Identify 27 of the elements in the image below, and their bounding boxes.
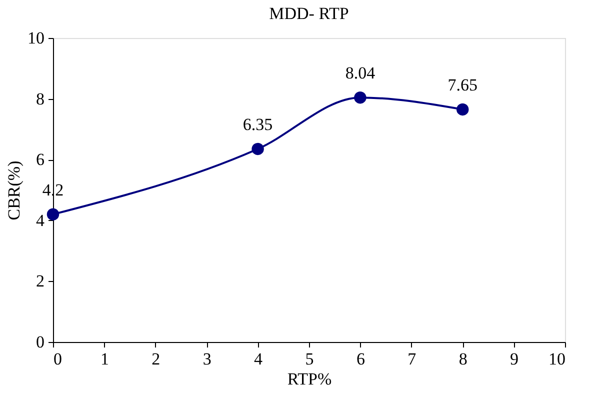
- x-tick-label: 10: [548, 350, 566, 368]
- y-tick-label: 10: [28, 28, 44, 48]
- x-tick-label: 6: [356, 350, 365, 368]
- data-label: 7.65: [448, 75, 478, 94]
- y-tick-label: 2: [36, 272, 44, 291]
- x-tick-label: 8: [458, 350, 468, 368]
- data-label: 8.04: [345, 64, 376, 83]
- x-tick-label: 9: [510, 350, 519, 368]
- point: [354, 91, 366, 104]
- point: [46, 208, 60, 220]
- x-tick-label: 1: [100, 350, 109, 368]
- point: [252, 142, 264, 156]
- x-axis-title: RTP%: [287, 370, 332, 388]
- x-tick-label: 3: [202, 350, 212, 368]
- x-tick-label: 4: [254, 350, 264, 368]
- y-tick-label: 4: [36, 210, 45, 230]
- y-axis-title: CBR(%): [4, 160, 24, 220]
- point: [456, 103, 469, 116]
- chart-title: MDD- RTP: [269, 4, 349, 23]
- data-label: 6.35: [242, 114, 273, 134]
- x-tick-label: 5: [305, 350, 314, 368]
- y-tick-label: 6: [36, 150, 44, 170]
- x-tick-label: 2: [152, 350, 160, 368]
- y-tick-label: 8: [36, 89, 44, 108]
- x-tick-label: 7: [408, 350, 417, 368]
- y-tick-label: 0: [36, 332, 44, 352]
- x-tick-label: 0: [54, 350, 62, 368]
